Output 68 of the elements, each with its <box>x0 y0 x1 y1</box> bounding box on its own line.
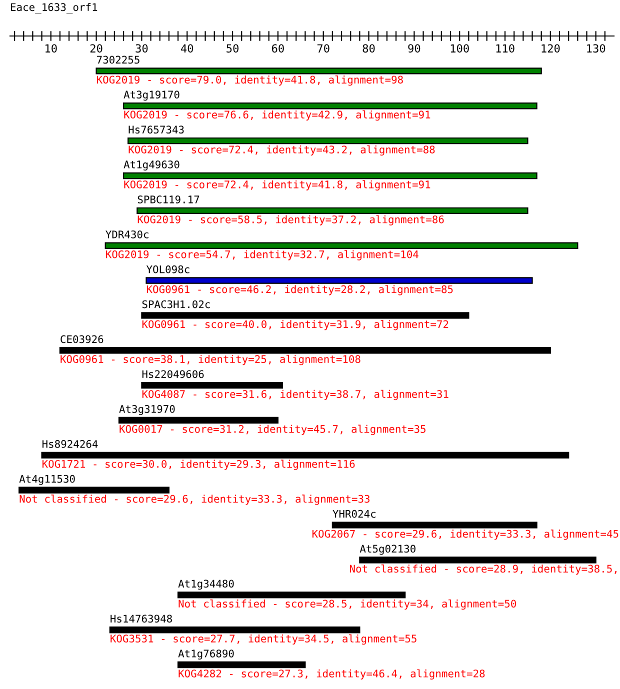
x-tick-label: 40 <box>180 44 194 53</box>
bar <box>122 102 538 110</box>
x-tick-label: 60 <box>272 44 284 53</box>
bar <box>141 312 470 319</box>
data-label: KOG2019 - score=79.0, identity=41.8, alignment=98 <box>96 75 403 86</box>
x-tick-label: 100 <box>450 44 469 53</box>
y-tick-label: At3g19170 <box>124 90 180 101</box>
y-tick-label: YDR430c <box>106 230 148 238</box>
bar <box>177 661 306 668</box>
y-tick-label: Hs14763948 <box>110 614 172 623</box>
y-tick-label: YOL098c <box>146 265 190 274</box>
bar <box>146 277 533 284</box>
y-tick-label: At5g02130 <box>360 544 416 555</box>
data-label: Not classified - score=29.6, identity=33.3, alignment=33 <box>20 494 370 505</box>
data-label: KOG0017 - score=31.2, identity=45.7, alignment=35 <box>120 424 426 436</box>
x-tick-label: 70 <box>317 44 330 53</box>
y-tick-label: YHR024c <box>332 510 376 518</box>
data-label: Not classified - score=28.5, identity=34, alignment=50 <box>178 599 516 610</box>
data-label: KOG2019 - score=76.6, identity=42.9, alignment=91 <box>124 110 430 121</box>
data-label: KOG3531 - score=27.7, identity=34.5, alignment=55 <box>110 634 416 645</box>
y-tick-label: CE03926 <box>60 335 104 344</box>
y-tick-label: At3g31970 <box>119 405 175 416</box>
bar <box>136 207 528 214</box>
bar <box>96 68 542 74</box>
y-tick-label: 7302255 <box>96 56 140 64</box>
data-label: Not classified - score=28.9, identity=38.5, <box>350 564 616 575</box>
data-label: KOG0961 - score=46.2, identity=28.2, alignment=85 <box>146 285 453 296</box>
y-tick-label: SPBC119.17 <box>138 196 200 204</box>
y-tick-label: At1g34480 <box>178 580 234 590</box>
x-tick-label: 130 <box>587 44 606 53</box>
bar <box>141 382 284 389</box>
y-tick-label: At1g76890 <box>178 650 234 660</box>
data-label: KOG0961 - score=38.1, identity=25, alignment=108 <box>60 354 360 366</box>
data-label: KOG0961 - score=40.0, identity=31.9, alignment=72 <box>142 320 448 330</box>
bar <box>109 626 360 634</box>
x-tick-label: 120 <box>542 44 560 53</box>
y-tick-label: Hs8924264 <box>42 440 98 448</box>
bar <box>104 242 578 249</box>
data-label: KOG4087 - score=31.6, identity=38.7, alignment=31 <box>142 390 448 400</box>
bar <box>118 416 278 424</box>
bar <box>359 556 596 564</box>
chart-title: Eace_1633_orf1 <box>11 3 98 14</box>
data-label: KOG2019 - score=58.5, identity=37.2, alignment=86 <box>138 215 444 226</box>
y-tick-label: At4g11530 <box>19 474 75 485</box>
x-tick-label: 80 <box>362 44 375 53</box>
y-tick-label: Hs22049606 <box>142 370 204 378</box>
data-label: KOG1721 - score=30.0, identity=29.3, alignment=116 <box>42 460 355 470</box>
y-tick-label: SPAC3H1.02c <box>142 300 210 308</box>
data-label: KOG2019 - score=54.7, identity=32.7, alignment=104 <box>106 250 418 260</box>
y-tick-label: Hs7657343 <box>128 126 184 134</box>
bar <box>332 522 538 528</box>
x-tick-label: 30 <box>136 44 148 53</box>
data-label: KOG2067 - score=29.6, identity=33.3, alignment=45 <box>312 530 618 540</box>
y-tick-label: At1g49630 <box>124 160 180 170</box>
x-tick-label: 110 <box>496 44 514 53</box>
bar <box>128 137 528 144</box>
x-tick-label: 20 <box>90 44 102 53</box>
bar <box>59 347 551 354</box>
x-tick-label: 50 <box>226 44 238 53</box>
bar <box>41 452 570 459</box>
data-label: KOG4282 - score=27.3, identity=46.4, alignment=28 <box>178 669 485 680</box>
bar <box>18 486 170 494</box>
bar <box>177 592 406 598</box>
x-tick-label: 90 <box>408 44 420 53</box>
bar <box>122 172 538 180</box>
x-tick-label: 10 <box>46 44 57 53</box>
data-label: KOG2019 - score=72.4, identity=41.8, alignment=91 <box>124 180 430 190</box>
data-label: KOG2019 - score=72.4, identity=43.2, alignment=88 <box>128 145 435 156</box>
